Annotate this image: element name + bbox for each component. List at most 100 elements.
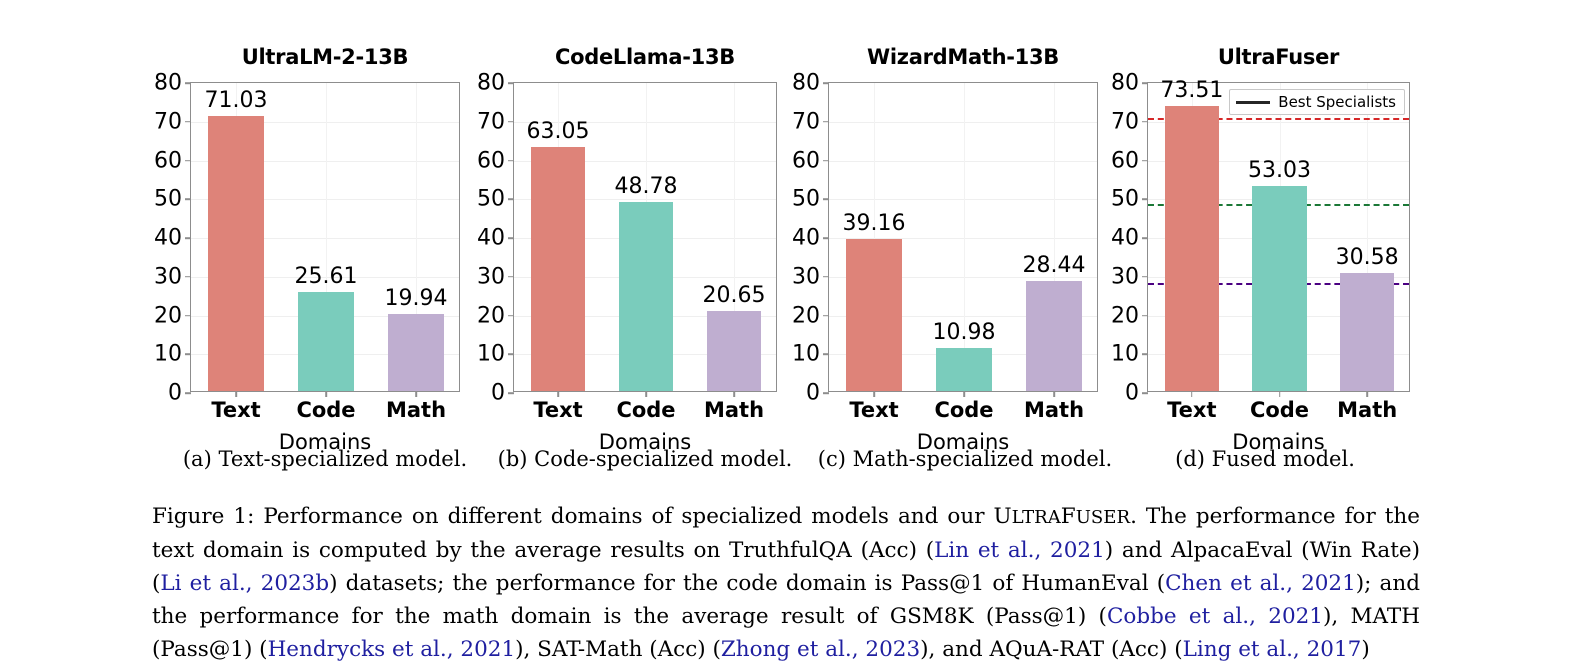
bar-math[interactable]: 30.58 — [1336, 245, 1399, 391]
gridline-horizontal — [829, 160, 1097, 162]
bar-value-label: 48.78 — [614, 173, 678, 199]
gridline-vertical — [1054, 83, 1055, 391]
bar-math[interactable]: 28.44 — [1022, 253, 1085, 391]
gridline-horizontal — [514, 199, 776, 201]
citation-zhong-2023[interactable]: Zhong et al., 2023 — [720, 637, 921, 662]
citation-cobbe-2021[interactable]: Cobbe et al., 2021 — [1106, 604, 1323, 629]
y-axis-tick-label: 80 — [792, 70, 820, 96]
y-axis-tick-mark — [823, 237, 829, 239]
y-axis-tick-mark — [1142, 120, 1148, 123]
bar-value-label: 10.98 — [932, 320, 996, 346]
caption-part-1: Performance on different domains of spec… — [254, 504, 994, 529]
x-axis-tick-label-text: Text — [1167, 398, 1217, 422]
y-axis-tick-label: 60 — [477, 148, 505, 173]
bar-value-label: 63.05 — [526, 118, 590, 144]
x-axis-tick-mark — [415, 391, 417, 397]
gridline-vertical — [874, 83, 875, 391]
citation-ling-2017[interactable]: Ling et al., 2017 — [1182, 637, 1362, 662]
bar-value-label: 28.44 — [1022, 252, 1086, 278]
x-axis-tick-mark — [1053, 391, 1055, 397]
bar-math[interactable]: 20.65 — [702, 283, 765, 391]
brand-ultrafuser: ULTRAFUSER — [993, 504, 1131, 529]
y-axis-tick-label: 80 — [154, 70, 182, 96]
x-axis-tick-mark — [1366, 391, 1368, 397]
y-axis-tick-label: 40 — [477, 225, 505, 251]
bar-text[interactable]: 63.05 — [526, 119, 589, 391]
gridline-horizontal — [1148, 160, 1409, 162]
x-axis-label: Domains — [598, 430, 692, 454]
bar-code[interactable]: 25.61 — [294, 264, 357, 391]
x-axis-tick-mark — [1191, 391, 1193, 397]
line-marker-icon — [1236, 100, 1271, 104]
y-axis-tick-label: 30 — [477, 264, 505, 290]
y-axis-tick-label: 0 — [1125, 380, 1139, 406]
y-axis-tick-mark — [508, 353, 514, 356]
y-axis-tick-label: 10 — [792, 341, 820, 367]
y-axis-tick-mark — [1142, 275, 1148, 278]
y-axis-tick-mark — [185, 314, 191, 317]
y-axis-tick-label: 30 — [1111, 264, 1139, 290]
bar-code[interactable]: 10.98 — [932, 320, 995, 391]
y-axis-tick-label: 0 — [168, 380, 182, 406]
citation-chen-2021[interactable]: Chen et al., 2021 — [1165, 571, 1356, 596]
chart-panel-1: UltraLM-2-13B 0 10 20 30 40 50 60 70 80 71.03 Text 2… — [150, 45, 460, 485]
gridline-vertical — [964, 83, 965, 391]
y-axis-tick-label: 80 — [1111, 70, 1139, 96]
bar-text[interactable]: 39.16 — [842, 211, 905, 391]
reference-line-text — [1148, 117, 1409, 120]
y-axis-tick-mark — [185, 82, 191, 84]
plot-area: 0 10 20 30 40 50 60 70 80 63.05 Text 48.78 Code 20.65… — [477, 71, 777, 422]
bar-math[interactable]: 19.94 — [384, 286, 447, 391]
x-axis-label: Domains — [1232, 430, 1325, 454]
y-axis-tick-mark — [1142, 159, 1148, 162]
figure-caption: Figure 1: Performance on different domai… — [152, 500, 1420, 666]
legend[interactable]: Best Specialists — [1229, 89, 1405, 115]
bar-text[interactable]: 71.03 — [204, 88, 267, 391]
x-axis-tick-label-code: Code — [1249, 398, 1310, 422]
y-axis-tick-label: 10 — [154, 341, 182, 367]
bar-text[interactable]: 73.51 — [1160, 78, 1223, 391]
subcaption-d: (d) Fused model. — [1175, 447, 1355, 471]
caption-part-3: ) and AlpacaEval (Win Rate) ( — [152, 538, 1420, 596]
y-axis-tick-label: 0 — [491, 380, 505, 406]
bar-value-label: 73.51 — [1160, 78, 1224, 104]
x-axis-tick-mark — [645, 391, 647, 397]
citation-hendrycks-2021[interactable]: Hendrycks et al., 2021 — [267, 637, 516, 662]
y-axis-tick-mark — [1142, 237, 1148, 239]
x-axis-tick-label-code: Code — [296, 398, 356, 422]
citation-li-2023b[interactable]: Li et al., 2023b — [160, 571, 330, 596]
gridline-horizontal — [191, 276, 459, 278]
gridline-horizontal — [1148, 121, 1409, 123]
bar-code[interactable]: 53.03 — [1248, 158, 1311, 391]
bar-value-label: 53.03 — [1247, 157, 1311, 183]
chart-panel-2: CodeLlama-13B 0 10 20 30 40 50 60 70 80 63.05 Text 4… — [473, 45, 777, 485]
x-axis-tick-label-math: Math — [1337, 398, 1398, 422]
y-axis-tick-mark — [185, 275, 191, 278]
caption-part-4: ) datasets; the performance for the code… — [329, 571, 1166, 596]
subcaption-a: (a) Text-specialized model. — [182, 447, 468, 471]
gridline-horizontal — [191, 160, 459, 162]
y-axis-tick-mark — [823, 353, 829, 356]
y-axis-tick-label: 10 — [477, 341, 505, 367]
y-axis-tick-label: 70 — [154, 109, 182, 135]
y-axis-tick-mark — [508, 198, 514, 201]
y-axis-tick-label: 60 — [1111, 148, 1139, 173]
y-axis-tick-label: 40 — [1111, 225, 1139, 251]
y-axis-tick-label: 70 — [792, 109, 820, 135]
subcaption-b: (b) Code-specialized model. — [497, 447, 793, 471]
y-axis-tick-label: 50 — [477, 186, 505, 212]
x-axis-tick-label-math: Math — [1023, 398, 1085, 422]
caption-part-2: . The performance for the text domain is… — [152, 504, 1421, 563]
y-axis-tick-label: 50 — [1111, 186, 1139, 212]
x-axis-tick-label-text: Text — [533, 398, 583, 422]
caption-part-6: ), MATH (Pass@1) ( — [152, 604, 1420, 662]
y-axis-tick-label: 30 — [792, 264, 820, 290]
bar-value-label: 19.94 — [384, 285, 448, 311]
y-axis-tick-mark — [508, 159, 514, 162]
bar-code[interactable]: 48.78 — [614, 174, 677, 391]
plot-area: 0 10 20 30 40 50 60 70 80 71.03 Text 25.61 Code 19.94… — [154, 71, 460, 422]
y-axis-tick-mark — [508, 392, 514, 394]
citation-lin-2021[interactable]: Lin et al., 2021 — [934, 538, 1105, 563]
x-axis-tick-mark — [733, 391, 735, 397]
chart-title: UltraFuser — [1217, 45, 1340, 69]
